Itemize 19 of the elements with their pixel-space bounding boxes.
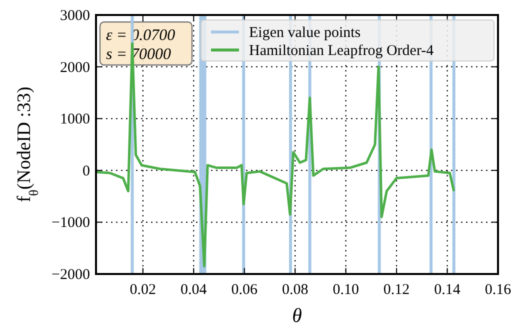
y-tick-label: 2000: [60, 60, 90, 76]
x-tick-label: 0.16: [484, 282, 512, 298]
line-series: [94, 42, 456, 268]
y-tick-label: 0: [82, 163, 90, 180]
x-tick-label: 0.02: [130, 282, 156, 298]
y-tick-label: 3000: [60, 8, 90, 24]
y-tick-label: −2000: [52, 267, 90, 283]
x-tick-label: 0.14: [434, 282, 461, 298]
x-axis-title: θ: [292, 305, 302, 327]
x-tick-label: 0.04: [180, 282, 208, 298]
x-tick-label: 0.08: [282, 282, 308, 298]
annotation: s = 70000: [106, 46, 172, 63]
x-tick-label: 0.06: [231, 282, 258, 298]
legend-label: Eigen value points: [249, 25, 361, 41]
x-tick-label: 0.10: [332, 282, 359, 298]
x-tick-label: 0.12: [383, 282, 410, 298]
legend-label: Hamiltonian Leapfrog Order-4: [249, 43, 434, 59]
y-tick-label: 1000: [60, 112, 90, 128]
y-tick-label: −1000: [52, 215, 90, 232]
